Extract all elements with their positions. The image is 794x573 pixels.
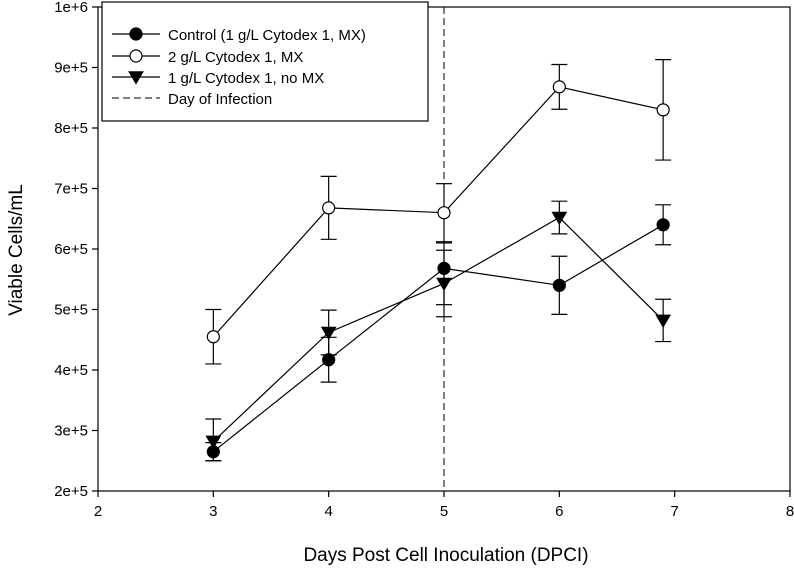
legend-label-2gl: 2 g/L Cytodex 1, MX bbox=[168, 49, 303, 66]
x-tick-label: 5 bbox=[440, 503, 448, 520]
y-tick-label: 5e+5 bbox=[54, 302, 88, 319]
data-point bbox=[206, 330, 220, 344]
data-point bbox=[322, 201, 336, 215]
legend-label-control: Control (1 g/L Cytodex 1, MX) bbox=[168, 27, 366, 44]
y-tick-label: 9e+5 bbox=[54, 60, 88, 77]
legend: Control (1 g/L Cytodex 1, MX) 2 g/L Cyto… bbox=[101, 1, 429, 122]
data-point bbox=[551, 211, 568, 226]
x-tick-label: 8 bbox=[786, 503, 794, 520]
data-point bbox=[552, 80, 566, 94]
data-point bbox=[552, 278, 566, 292]
data-point bbox=[436, 277, 452, 292]
x-tick-label: 2 bbox=[94, 503, 102, 520]
series-line bbox=[212, 224, 664, 453]
y-tick-label: 1e+6 bbox=[54, 0, 88, 16]
y-tick-label: 6e+5 bbox=[54, 241, 88, 258]
legend-sample-marker bbox=[128, 71, 144, 85]
data-point bbox=[205, 435, 222, 450]
data-point bbox=[655, 314, 672, 329]
series-line bbox=[212, 216, 664, 442]
data-point bbox=[322, 353, 336, 367]
plot-area: 2 3 4 5 6 7 8 2e+5 3e+5 4e+5 5e+5 6e+5 7e+5 8e+5 9e+5 1… bbox=[54, 0, 794, 520]
legend-box bbox=[101, 1, 429, 122]
x-axis-title: Days Post Cell Inoculation (DPCI) bbox=[303, 545, 588, 566]
x-tick-label: 7 bbox=[670, 503, 678, 520]
data-point bbox=[437, 261, 451, 275]
x-tick-label: 6 bbox=[555, 503, 563, 520]
y-axis-title: Viable Cells/mL bbox=[6, 184, 27, 316]
y-tick-label: 8e+5 bbox=[54, 120, 88, 137]
legend-label-nomx: 1 g/L Cytodex 1, no MX bbox=[168, 70, 324, 87]
data-point bbox=[656, 218, 670, 232]
x-tick-label: 3 bbox=[209, 503, 217, 520]
x-tick-label: 4 bbox=[324, 503, 332, 520]
y-tick-label: 3e+5 bbox=[54, 423, 88, 440]
legend-sample-marker bbox=[129, 49, 143, 63]
y-tick-label: 4e+5 bbox=[54, 362, 88, 379]
legend-label-infection: Day of Infection bbox=[168, 91, 272, 108]
y-tick-label: 7e+5 bbox=[54, 181, 88, 198]
data-point bbox=[656, 103, 670, 117]
y-tick-label: 2e+5 bbox=[54, 483, 88, 500]
data-point bbox=[437, 206, 451, 220]
legend-sample-marker bbox=[129, 27, 143, 41]
data-point bbox=[320, 326, 337, 341]
